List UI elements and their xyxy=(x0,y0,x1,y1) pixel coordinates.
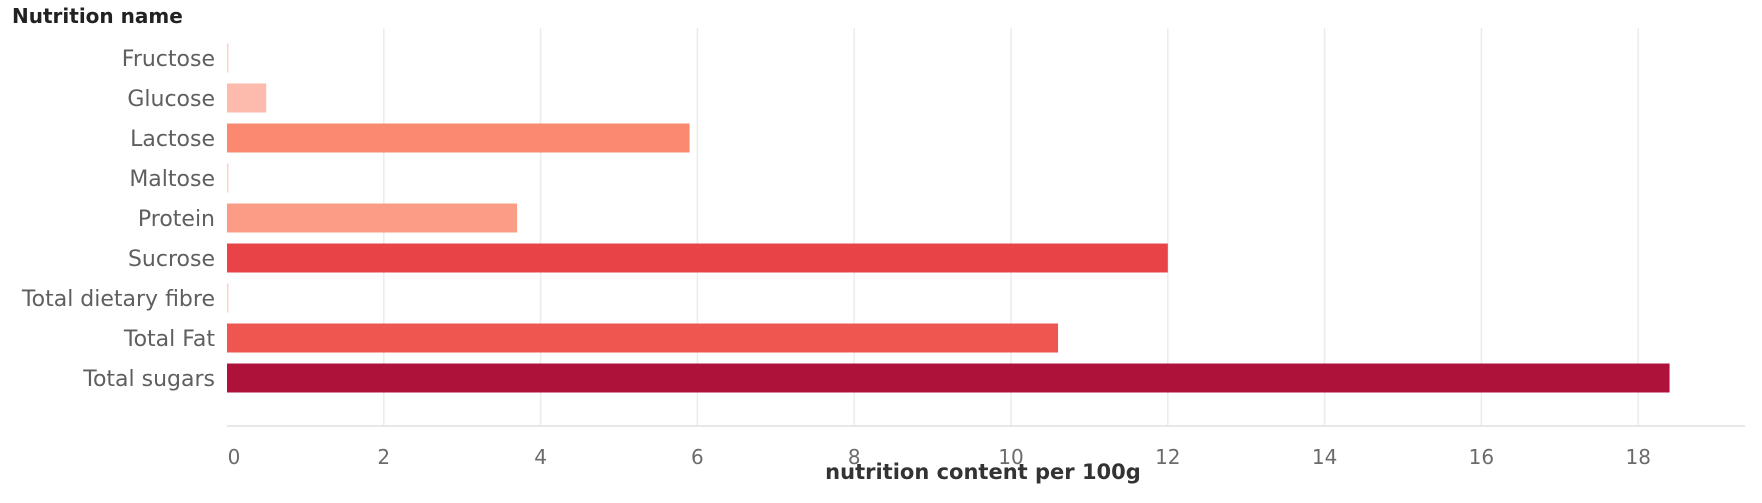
x-tick-label: 16 xyxy=(1469,445,1494,469)
x-tick-label: 14 xyxy=(1312,445,1337,469)
x-tick-label: 12 xyxy=(1155,445,1180,469)
label-layer: Nutrition name nutrition content per 100… xyxy=(12,4,1141,484)
category-label: Fructose xyxy=(122,47,215,72)
bar-total-fat[interactable] xyxy=(227,323,1059,353)
bar-total-sugars[interactable] xyxy=(227,363,1670,393)
x-axis-title: nutrition content per 100g xyxy=(825,460,1141,484)
x-tick-label: 6 xyxy=(691,445,704,469)
category-label: Sucrose xyxy=(128,247,215,272)
bar-layer xyxy=(227,43,1670,393)
x-tick-label: 4 xyxy=(534,445,547,469)
category-label: Maltose xyxy=(129,167,215,192)
category-label: Total dietary fibre xyxy=(21,287,215,312)
x-tick-label: 8 xyxy=(848,445,861,469)
y-axis-header: Nutrition name xyxy=(12,4,183,28)
bar-protein[interactable] xyxy=(227,203,518,233)
bar-fructose[interactable] xyxy=(227,43,229,73)
category-label: Total sugars xyxy=(82,367,215,392)
bar-total-dietary-fibre[interactable] xyxy=(227,283,229,313)
grid-layer xyxy=(383,28,1639,426)
category-label: Total Fat xyxy=(123,327,215,352)
bar-maltose[interactable] xyxy=(227,163,229,193)
category-label: Glucose xyxy=(127,87,215,112)
axis-layer: 0 2 4 6 8 10 12 14 16 18 Fructose Glucose Lactose Mal… xyxy=(21,47,1745,469)
x-tick-label: 0 xyxy=(228,445,241,469)
bar-lactose[interactable] xyxy=(227,123,690,153)
x-tick-label: 18 xyxy=(1625,445,1650,469)
x-tick-label: 2 xyxy=(377,445,390,469)
category-label: Protein xyxy=(138,207,215,232)
x-tick-label: 10 xyxy=(998,445,1023,469)
bar-sucrose[interactable] xyxy=(227,243,1168,273)
category-label: Lactose xyxy=(130,127,215,152)
bar-glucose[interactable] xyxy=(227,83,267,113)
